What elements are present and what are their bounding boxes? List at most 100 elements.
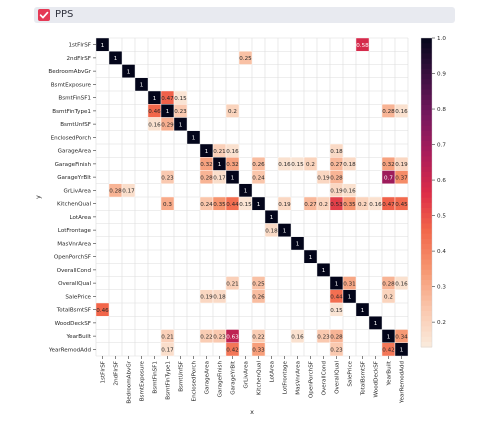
colorbar-segment — [421, 310, 432, 317]
y-tick-label: SalePrice — [65, 294, 91, 300]
x-tick-label: OverallQual — [335, 361, 341, 394]
cell-value-label: 0.2 — [306, 162, 315, 168]
heatmap-cell — [225, 104, 240, 118]
x-tick-label: BsmtFinSF1 — [153, 361, 159, 394]
cell-value-label: 0.21 — [213, 149, 226, 155]
colorbar-segment — [421, 110, 432, 116]
colorbar-segment — [421, 336, 432, 343]
cell-value-label: 0.22 — [252, 334, 264, 340]
cell-value-label: 1 — [283, 228, 287, 234]
heatmap-cell — [108, 51, 123, 65]
x-tick-label: BedroomAbvGr — [127, 360, 133, 403]
cell-value-label: 0.19 — [200, 295, 213, 301]
colorbar-frame — [420, 37, 433, 348]
colorbar-segment — [421, 130, 432, 137]
cell-value-label: 0.18 — [330, 149, 343, 155]
cell-value-label: 0.18 — [343, 162, 356, 168]
colorbar-segment — [421, 58, 432, 65]
cell-value-label: 0.47 — [382, 202, 395, 208]
section-header: PPS — [34, 7, 455, 23]
cell-value-label: 0.16 — [278, 162, 291, 168]
cell-value-label: 0.46 — [96, 308, 109, 314]
y-tick-label: BsmtUnfSF — [60, 122, 91, 128]
colorbar-segment — [421, 79, 432, 85]
colorbar-segment — [421, 187, 432, 194]
y-tick-label: TotalBsmtSF — [56, 308, 91, 314]
y-tick-label: WoodDeckSF — [55, 321, 91, 327]
colorbar-segment — [421, 259, 432, 266]
cell-value-label: 0.16 — [148, 122, 161, 128]
colorbar-segment — [421, 331, 432, 338]
cell-value-label: 0.28 — [330, 334, 343, 340]
cell-value-label: 0.27 — [304, 202, 317, 208]
cell-value-label: 0.28 — [382, 109, 395, 115]
cell-value-label: 0.18 — [265, 228, 278, 234]
heatmap-cell — [121, 183, 136, 198]
colorbar-segment — [421, 99, 432, 106]
cell-value-label: 0.2 — [384, 295, 393, 301]
heatmap-cell — [160, 170, 175, 184]
x-tick-label: KitchenQual — [257, 361, 263, 395]
colorbar-segment — [421, 94, 432, 101]
heatmap-cell — [251, 289, 266, 304]
cell-value-label: 0.44 — [330, 295, 343, 301]
y-tick-label: GarageYrBlt — [57, 175, 92, 181]
cell-value-label: 0.23 — [161, 175, 174, 181]
cell-value-label: 0.21 — [226, 281, 239, 287]
colorbar-segment — [421, 233, 432, 240]
colorbar-segment — [421, 228, 432, 235]
x-tick-label: MasVnrArea — [296, 361, 302, 395]
cell-value-label: 0.17 — [122, 189, 135, 195]
cell-value-label: 0.37 — [395, 175, 408, 181]
colorbar-segment — [421, 120, 432, 127]
colorbar-segment — [421, 171, 432, 178]
cell-value-label: 0.25 — [252, 281, 265, 287]
heatmap-cell — [290, 329, 305, 343]
cell-value-label: 0.44 — [226, 202, 239, 208]
heatmap-cell — [394, 170, 409, 184]
cell-value-label: 0.31 — [343, 281, 356, 287]
checkbox-checked-icon[interactable] — [38, 9, 50, 21]
colorbar-segment — [421, 244, 432, 250]
cell-value-label: 0.15 — [291, 162, 304, 168]
colorbar-segment — [421, 218, 432, 224]
y-tick-label: GrLivArea — [64, 188, 92, 194]
cell-value-label: 1 — [296, 242, 300, 248]
x-tick-label: GarageYrBlt — [231, 360, 237, 395]
cell-value-label: 0.17 — [161, 348, 174, 354]
y-tick-label: MasVnrArea — [57, 241, 91, 247]
y-tick-label: YearBuilt — [65, 334, 91, 340]
y-tick-label: EnclosedPorch — [51, 135, 92, 141]
cell-value-label: 1 — [205, 149, 209, 155]
cell-value-label: 0.28 — [200, 175, 213, 181]
y-tick-label: GarageArea — [58, 149, 91, 155]
colorbar-segment — [421, 264, 432, 271]
cell-value-label: 1 — [231, 175, 235, 181]
colorbar-segment — [421, 238, 432, 245]
x-tick-label: OverallCond — [322, 361, 328, 396]
cell-value-label: 0.28 — [382, 281, 395, 287]
colorbar-tick-label: 0.2 — [437, 320, 446, 326]
heatmap-cell — [186, 130, 201, 145]
x-tick-label: BsmtFinType1 — [166, 361, 172, 400]
x-tick-label: GarageArea — [205, 361, 211, 394]
colorbar-segment — [421, 115, 432, 121]
heatmap-cell — [251, 196, 266, 211]
colorbar-segment — [421, 213, 432, 219]
heatmap-cell — [355, 302, 370, 317]
colorbar-segment — [421, 135, 432, 142]
cell-value-label: 0.15 — [330, 308, 343, 314]
heatmap-cell — [225, 276, 240, 290]
colorbar-tick-label: 0.4 — [437, 249, 446, 255]
cell-value-label: 0.22 — [200, 334, 212, 340]
x-tick-label: SalePrice — [348, 360, 354, 386]
heatmap-cell — [225, 170, 240, 184]
y-tick-label: OverallCond — [57, 268, 92, 274]
colorbar-segment — [421, 68, 432, 75]
cell-value-label: 0.16 — [291, 334, 304, 340]
y-tick-label: OpenPorchSF — [54, 255, 91, 261]
y-tick-label: BedroomAbvGr — [48, 69, 91, 75]
colorbar-tick-label: 0.6 — [437, 178, 446, 184]
cell-value-label: 0.42 — [226, 348, 238, 354]
